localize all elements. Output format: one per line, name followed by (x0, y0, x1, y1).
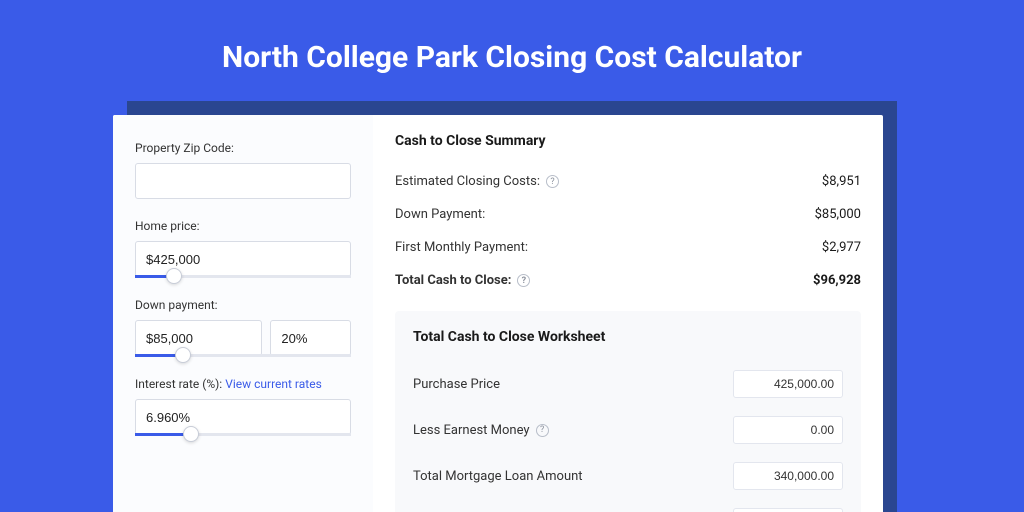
worksheet-row-input[interactable] (733, 462, 843, 490)
summary-row-label: First Monthly Payment: (395, 240, 528, 255)
worksheet-row-label: Less Earnest Money (413, 423, 530, 438)
home-price-field-group: Home price: (135, 219, 351, 278)
page-title: North College Park Closing Cost Calculat… (0, 0, 1024, 101)
down-payment-slider-thumb[interactable] (175, 347, 191, 363)
help-icon[interactable]: ? (546, 175, 559, 188)
home-price-slider-thumb[interactable] (166, 268, 182, 284)
interest-label: Interest rate (%): (135, 377, 222, 391)
down-payment-input[interactable] (135, 320, 262, 356)
worksheet-row: Less Earnest Money? (413, 407, 843, 453)
worksheet-title: Total Cash to Close Worksheet (413, 329, 843, 345)
down-payment-pct-input[interactable] (270, 320, 351, 356)
zip-input[interactable] (135, 163, 351, 199)
home-price-label: Home price: (135, 219, 351, 233)
worksheet-row: Total Second Mortgage Amount? (413, 499, 843, 512)
summary-total-label: Total Cash to Close: (395, 273, 511, 288)
help-icon[interactable]: ? (517, 274, 530, 287)
worksheet-row-input[interactable] (733, 370, 843, 398)
summary-total-value: $96,928 (813, 273, 861, 288)
worksheet-row-input[interactable] (733, 508, 843, 512)
worksheet-row-label: Total Mortgage Loan Amount (413, 469, 583, 484)
zip-label: Property Zip Code: (135, 141, 351, 155)
worksheet-row-label: Purchase Price (413, 377, 500, 392)
interest-slider-thumb[interactable] (183, 426, 199, 442)
summary-row-label: Down Payment: (395, 207, 485, 222)
summary-rows: Estimated Closing Costs:? $8,951 Down Paym… (395, 165, 861, 264)
home-price-slider[interactable] (135, 275, 351, 278)
down-payment-field-group: Down payment: (135, 298, 351, 357)
summary-title: Cash to Close Summary (395, 133, 861, 149)
summary-row-label: Estimated Closing Costs: (395, 174, 540, 189)
interest-label-row: Interest rate (%): View current rates (135, 377, 351, 391)
down-payment-label: Down payment: (135, 298, 351, 312)
worksheet-row: Purchase Price (413, 361, 843, 407)
summary-row-value: $2,977 (822, 240, 861, 255)
summary-total-row: Total Cash to Close: ? $96,928 (395, 264, 861, 297)
card-shadow: Property Zip Code: Home price: Down paym… (127, 101, 897, 512)
interest-slider[interactable] (135, 433, 351, 436)
worksheet-row: Total Mortgage Loan Amount (413, 453, 843, 499)
inputs-panel: Property Zip Code: Home price: Down paym… (113, 115, 373, 512)
calculator-card: Property Zip Code: Home price: Down paym… (113, 115, 883, 512)
interest-field-group: Interest rate (%): View current rates (135, 377, 351, 436)
summary-row: Estimated Closing Costs:? $8,951 (395, 165, 861, 198)
summary-row-value: $8,951 (822, 174, 861, 189)
zip-field-group: Property Zip Code: (135, 141, 351, 199)
results-panel: Cash to Close Summary Estimated Closing … (373, 115, 883, 512)
summary-row: First Monthly Payment: $2,977 (395, 231, 861, 264)
worksheet-rows: Purchase Price Less Earnest Money? Total M… (413, 361, 843, 512)
down-payment-slider[interactable] (135, 354, 351, 357)
summary-row: Down Payment: $85,000 (395, 198, 861, 231)
help-icon[interactable]: ? (536, 424, 549, 437)
summary-row-value: $85,000 (815, 207, 861, 222)
worksheet-panel: Total Cash to Close Worksheet Purchase P… (395, 311, 861, 512)
interest-input[interactable] (135, 399, 351, 435)
view-rates-link[interactable]: View current rates (225, 377, 322, 391)
worksheet-row-input[interactable] (733, 416, 843, 444)
